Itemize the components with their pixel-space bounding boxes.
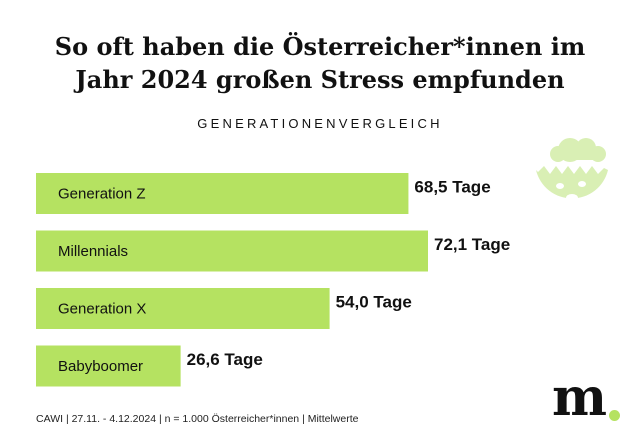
- category-label: Babyboomer: [58, 358, 143, 375]
- logo-dot-icon: [609, 410, 620, 421]
- bar-generation-x: [36, 288, 330, 329]
- value-label: 54,0 Tage: [336, 293, 412, 312]
- category-label: Generation X: [58, 301, 146, 318]
- chart-title: So oft haben die Österreicher*innen im J…: [0, 30, 640, 96]
- category-label: Millennials: [58, 243, 128, 260]
- brand-logo-text: m: [552, 367, 608, 428]
- bar-generation-z: [36, 173, 409, 214]
- source-footnote: CAWI | 27.11. - 4.12.2024 | n = 1.000 Ös…: [36, 413, 359, 425]
- brand-logo: m: [552, 372, 607, 424]
- value-label: 68,5 Tage: [414, 178, 490, 197]
- bar-millennials: [36, 230, 428, 272]
- value-label: 26,6 Tage: [187, 350, 263, 369]
- category-label: Generation Z: [58, 186, 146, 203]
- value-label: 72,1 Tage: [434, 235, 510, 254]
- bar-babyboomer: [36, 345, 181, 387]
- title-line-1: So oft haben die Österreicher*innen im: [54, 32, 586, 61]
- title-line-2: Jahr 2024 großen Stress empfunden: [75, 65, 565, 94]
- chart-subtitle: GENERATIONENVERGLEICH: [197, 116, 443, 131]
- stressed-face-cloud-icon: [536, 138, 608, 202]
